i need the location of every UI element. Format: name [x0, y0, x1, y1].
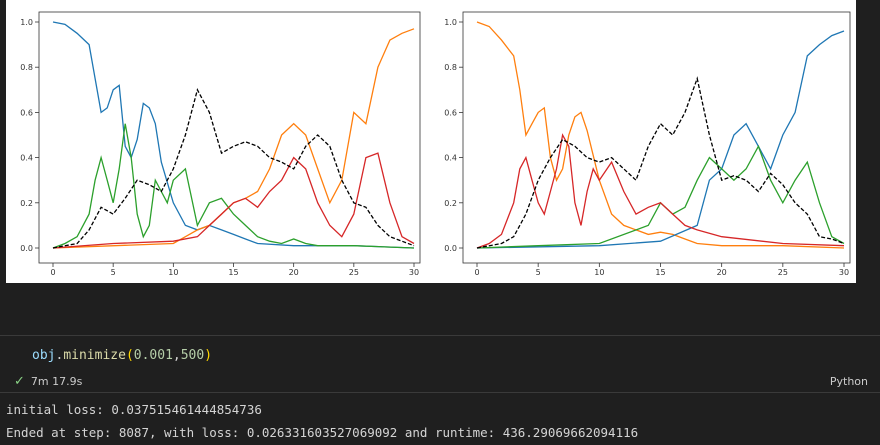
plot-figure: 0 5 10 15 20 25 30 0.0 0.2 0.4 0.6 0.8 1.0 0 5 10 15 20 25… [20, 11, 851, 277]
y-tick-label: 0.8 [20, 63, 33, 72]
y-tick-label: 0.8 [444, 63, 457, 72]
series-line [476, 76, 845, 249]
x-tick-label: 20 [289, 268, 299, 277]
code-token-arg2: 500 [180, 348, 205, 363]
y-tick-label: 0.4 [20, 154, 33, 163]
execution-duration: 7m 17.9s [30, 375, 83, 388]
x-tick-label: 5 [536, 268, 541, 277]
x-tick-label: 15 [655, 268, 665, 277]
code-token-dot: . [55, 348, 64, 363]
x-tick-label: 30 [839, 268, 849, 277]
x-tick-label: 0 [50, 268, 55, 277]
cell-execution-status: ✓ 7m 17.9s [14, 374, 82, 389]
series-line [52, 21, 415, 249]
code-token-comma: , [172, 348, 181, 363]
code-editor-line[interactable]: obj.minimize(0.001,500) [32, 348, 212, 363]
y-tick-label: 0.2 [20, 199, 33, 208]
y-tick-label: 0.0 [20, 244, 33, 253]
series-line [476, 30, 845, 249]
series-line [52, 88, 415, 249]
y-tick-label: 0.2 [444, 199, 457, 208]
x-tick-label: 25 [778, 268, 788, 277]
y-tick-label: 1.0 [444, 18, 457, 27]
x-tick-label: 20 [717, 268, 727, 277]
x-tick-label: 15 [228, 268, 238, 277]
y-tick-label: 1.0 [20, 18, 33, 27]
code-token-object: obj [32, 348, 56, 363]
x-tick-label: 30 [409, 268, 419, 277]
code-token-open-paren: ( [125, 348, 134, 363]
output-text-line: Ended at step: 8087, with loss: 0.026331… [6, 425, 639, 440]
series-line [476, 133, 845, 249]
x-tick-label: 10 [594, 268, 604, 277]
x-tick-label: 25 [349, 268, 359, 277]
y-tick-label: 0.4 [444, 154, 457, 163]
axes-frame [38, 11, 421, 264]
y-tick-label: 0.0 [444, 244, 457, 253]
x-tick-label: 10 [168, 268, 178, 277]
code-token-arg1: 0.001 [133, 348, 173, 363]
x-tick-label: 0 [474, 268, 479, 277]
y-tick-label: 0.6 [444, 108, 457, 117]
series-line [476, 21, 845, 249]
axes-frame [462, 11, 851, 264]
y-tick-label: 0.6 [20, 108, 33, 117]
check-icon: ✓ [14, 374, 25, 389]
cell-language-button[interactable]: Python [829, 375, 868, 388]
code-token-function: minimize [63, 348, 126, 363]
series-line [476, 144, 845, 249]
cell-divider [0, 335, 880, 336]
x-tick-label: 5 [111, 268, 116, 277]
output-text-line: initial loss: 0.037515461444854736 [6, 402, 262, 417]
series-line [52, 123, 415, 249]
code-token-close-paren: ) [204, 348, 213, 363]
series-line [52, 28, 415, 249]
cell-divider [0, 392, 880, 393]
plot-output-image: 0 5 10 15 20 25 30 0.0 0.2 0.4 0.6 0.8 1.0 0 5 10 15 20 25… [6, 0, 856, 283]
series-line [52, 152, 415, 249]
